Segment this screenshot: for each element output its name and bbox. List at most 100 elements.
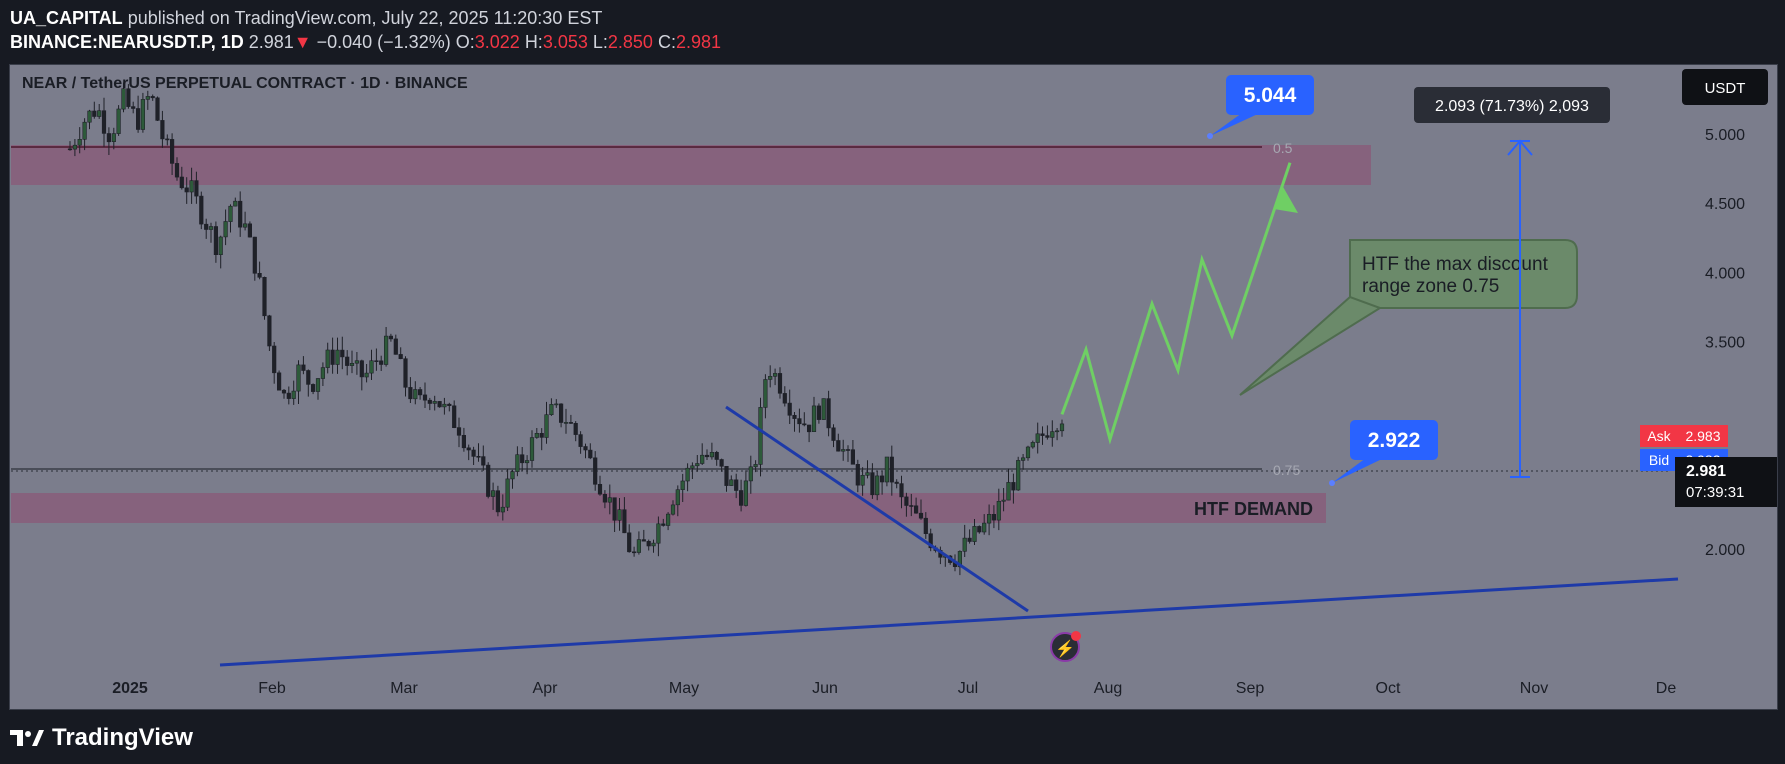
x-tick-label: Feb [258,680,286,697]
candle-body [991,513,996,521]
candles-group [67,82,1065,576]
candle-body [447,403,452,407]
candle-body [194,180,199,197]
candle-body [928,533,933,549]
ask-tag [1640,425,1678,447]
chart-header: UA_CAPITAL published on TradingView.com,… [10,6,721,54]
candle-body [140,99,146,130]
close-value: 2.981 [675,32,721,52]
x-tick-label: Jul [958,680,978,697]
bid-label: Bid [1649,452,1669,468]
candle-body [904,496,909,506]
candle-body [150,96,155,99]
candle-body [1020,457,1026,461]
candle-body [860,474,865,486]
candle-body [208,226,214,230]
candle-body [262,277,267,317]
currency-button[interactable] [1682,69,1768,105]
candle-body [899,483,904,498]
candle-body [782,393,787,404]
candle-body [690,465,695,469]
ascending-trendline[interactable] [219,577,1679,667]
candle-body [520,454,525,464]
candle-body [184,187,189,193]
measure-label-box[interactable] [1414,87,1610,123]
candle-body [841,449,846,452]
lightning-event-icon[interactable] [1050,632,1080,662]
note-callout-pointer [1239,295,1383,396]
chart-svg[interactable]: 0.5 0.75 HTF the max discount range zone … [10,65,1777,709]
brand-name[interactable]: TradingView [52,724,193,751]
supply-zone[interactable] [11,145,1371,185]
candle-body [145,96,150,100]
candle-body [738,490,744,506]
candle-body [680,480,685,490]
candle-body [768,375,773,380]
y-tick-label: 2.000 [1705,542,1745,559]
candle-body [101,110,107,134]
candle-body [549,404,554,415]
candle-body [563,422,569,424]
candle-body [622,509,627,534]
candle-body [1045,435,1050,438]
candle-body [179,176,184,189]
candle-body [787,402,792,416]
candle-body [554,403,559,406]
x-tick-label: Apr [533,680,559,697]
candle-body [816,405,821,420]
x-tick-label: Oct [1376,680,1401,697]
candle-body [500,506,505,513]
ask-label: Ask [1647,428,1671,444]
candle-body [578,434,583,447]
candle-body [111,133,116,142]
candle-body [510,471,515,480]
candle-body [106,133,111,143]
candle-body [685,467,690,482]
candle-body [238,200,243,228]
candle-body [1050,431,1055,438]
candle-body [359,360,364,378]
countdown: 07:39:31 [1686,484,1744,501]
candle-body [729,479,734,486]
candle-body [534,432,539,438]
ohlc-line: BINANCE:NEARUSDT.P, 1D 2.981▼ −0.040 (−1… [10,30,721,54]
candle-body [252,236,257,274]
fib-label-0.5: 0.5 [1273,140,1293,156]
candle-body [826,398,831,429]
price-tag [1675,457,1777,507]
candle-body [155,97,160,121]
candle-body [753,464,758,468]
event-dot-icon [1071,631,1081,641]
target-low-pointer [1332,458,1384,483]
note-line-2: range zone 0.75 [1362,276,1499,297]
ask-value: 2.983 [1685,428,1720,444]
chart-area[interactable]: 0.5 0.75 HTF the max discount range zone … [9,64,1778,710]
candle-body [170,139,175,164]
candle-body [831,427,836,441]
candle-body [466,447,471,451]
descending-trendline[interactable] [725,405,1029,613]
target-high-badge[interactable] [1226,75,1314,115]
x-tick-label: Jun [812,680,838,697]
x-tick-label: Nov [1520,680,1548,697]
candle-body [296,364,301,392]
candle-body [427,399,432,404]
candle-body [247,223,253,238]
candle-body [607,497,612,503]
y-tick-label: 4.500 [1705,196,1745,213]
projected-path[interactable] [1060,162,1292,445]
publisher-name[interactable]: UA_CAPITAL [10,8,123,28]
candle-body [524,460,530,464]
candle-body [310,384,316,392]
candle-body [136,108,141,130]
candle-body [792,414,797,419]
candle-body [972,526,977,542]
x-tick-label: Aug [1094,680,1122,697]
y-tick-label: 4.000 [1705,265,1745,282]
candle-body [276,372,282,391]
candle-body [388,335,394,340]
open-label: O: [455,32,475,52]
candle-body [471,449,476,457]
candle-body [272,345,277,374]
target-low-badge[interactable] [1350,420,1438,460]
